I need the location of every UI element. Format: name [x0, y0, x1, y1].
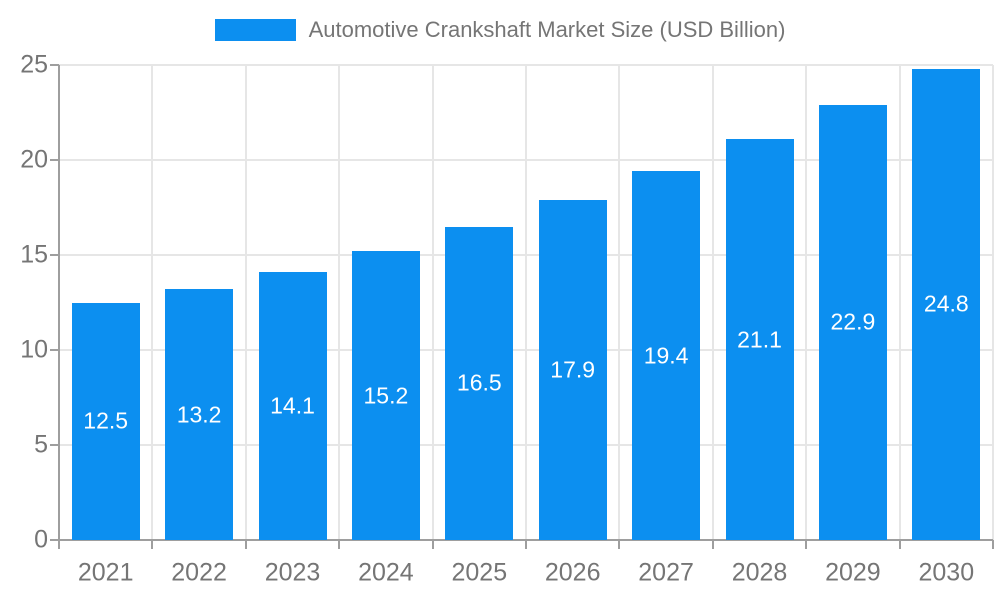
- legend-swatch-icon: [214, 19, 296, 41]
- x-axis-label: 2022: [171, 558, 227, 587]
- y-axis-tick: [50, 159, 59, 161]
- x-axis-label: 2023: [264, 558, 321, 587]
- bar[interactable]: [71, 302, 140, 540]
- bar-value-label: 19.4: [643, 342, 689, 369]
- legend[interactable]: Automotive Crankshaft Market Size (USD B…: [0, 19, 1000, 41]
- legend-label: Automotive Crankshaft Market Size (USD B…: [308, 17, 786, 42]
- bar-value-label: 24.8: [923, 290, 969, 317]
- bar[interactable]: [258, 272, 327, 540]
- y-axis-label: 5: [34, 430, 48, 459]
- bar[interactable]: [632, 171, 701, 540]
- bar-value-label: 15.2: [363, 382, 409, 409]
- y-axis-line: [58, 65, 60, 540]
- y-axis-tick: [50, 64, 59, 66]
- y-axis-tick: [50, 539, 59, 541]
- bar[interactable]: [351, 251, 420, 540]
- y-axis-tick: [50, 444, 59, 446]
- y-axis-tick: [50, 349, 59, 351]
- gridline-vertical: [431, 65, 434, 540]
- y-axis-label: 15: [20, 240, 48, 269]
- x-axis-label: 2030: [918, 558, 975, 587]
- y-axis-label: 0: [34, 525, 48, 554]
- x-axis-tick: [992, 540, 994, 549]
- bar-value-label: 17.9: [550, 356, 596, 383]
- x-axis-tick: [525, 540, 527, 549]
- x-axis-label: 2026: [544, 558, 601, 587]
- bar-value-label: 16.5: [456, 369, 502, 396]
- gridline-vertical: [244, 65, 247, 540]
- x-axis-label: 2021: [77, 558, 134, 587]
- gridline-vertical: [618, 65, 621, 540]
- x-axis-tick: [58, 540, 60, 549]
- gridline-vertical: [992, 65, 994, 540]
- bar[interactable]: [912, 68, 981, 540]
- x-axis-tick: [151, 540, 154, 549]
- x-axis-tick: [805, 540, 808, 549]
- x-axis-line: [59, 539, 993, 541]
- y-axis-label: 25: [20, 50, 48, 79]
- x-axis-label: 2025: [451, 558, 508, 587]
- gridline-vertical: [711, 65, 714, 540]
- x-axis-tick: [618, 540, 621, 549]
- y-axis-label: 10: [20, 335, 48, 364]
- x-axis-label: 2027: [638, 558, 694, 587]
- bar[interactable]: [725, 139, 794, 540]
- x-axis-tick: [711, 540, 714, 549]
- bar-value-label: 21.1: [737, 326, 782, 353]
- bar[interactable]: [445, 226, 514, 540]
- bar-value-label: 13.2: [176, 401, 222, 428]
- gridline-vertical: [338, 65, 341, 540]
- y-axis-label: 20: [20, 145, 48, 174]
- bar[interactable]: [165, 289, 234, 540]
- x-axis-label: 2024: [358, 558, 414, 587]
- x-axis-tick: [898, 540, 901, 549]
- bar-value-label: 14.1: [270, 392, 315, 419]
- bar[interactable]: [538, 199, 607, 540]
- bar-value-label: 12.5: [83, 407, 129, 434]
- x-axis-label: 2029: [825, 558, 881, 587]
- gridline-vertical: [525, 65, 527, 540]
- x-axis-tick: [431, 540, 434, 549]
- bar-value-label: 22.9: [830, 308, 876, 335]
- gridline-vertical: [805, 65, 808, 540]
- gridline-vertical: [151, 65, 154, 540]
- x-axis-label: 2028: [731, 558, 788, 587]
- y-axis-tick: [50, 254, 59, 256]
- bar[interactable]: [818, 104, 887, 540]
- x-axis-tick: [338, 540, 341, 549]
- gridline-vertical: [898, 65, 901, 540]
- x-axis-tick: [244, 540, 247, 549]
